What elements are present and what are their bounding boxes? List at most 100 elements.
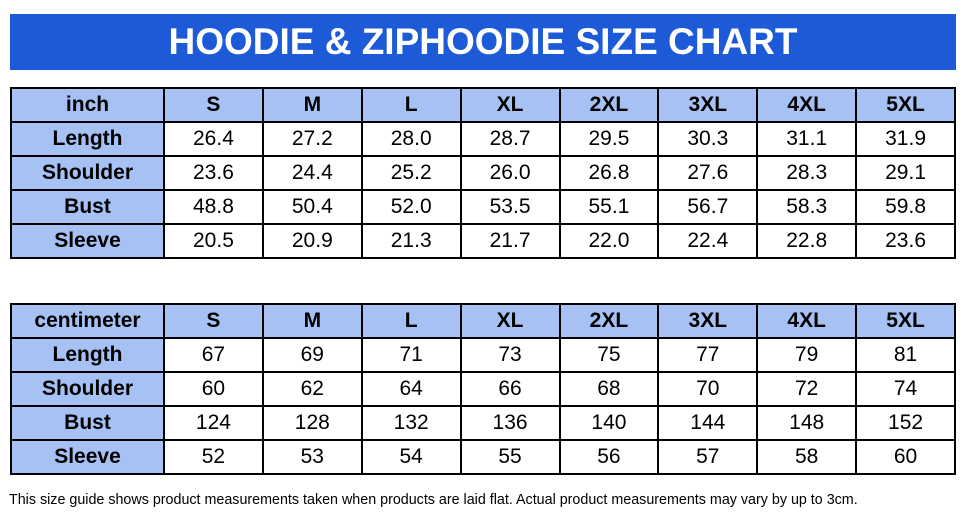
cell: 64 [360, 371, 462, 407]
cell: 22.0 [558, 223, 660, 259]
cell: 50.4 [261, 189, 363, 225]
cell: 21.7 [459, 223, 561, 259]
data-row: Bust 48.8 50.4 52.0 53.5 55.1 56.7 58.3 59.8 [10, 189, 956, 225]
size-table: centimeter S M L XL 2XL 3XL 4XL 5XL Length 67 69 71 7… [10, 303, 956, 475]
data-row: Sleeve 20.5 20.9 21.3 21.7 22.0 22.4 22.8 23.6 [10, 223, 956, 259]
cell: 48.8 [163, 189, 264, 225]
cell: 55.1 [558, 189, 660, 225]
column-header: M [261, 303, 363, 339]
cell: 59.8 [855, 189, 956, 225]
cell: 60 [163, 371, 264, 407]
cell: 152 [855, 405, 956, 441]
data-row: Length 26.4 27.2 28.0 28.7 29.5 30.3 31.1 31.9 [10, 121, 956, 157]
cell: 124 [163, 405, 264, 441]
data-row: Sleeve 52 53 54 55 56 57 58 60 [10, 439, 956, 475]
cell: 72 [756, 371, 858, 407]
column-header: XL [459, 87, 561, 123]
column-header: S [163, 303, 264, 339]
column-header: 3XL [657, 87, 759, 123]
data-row: Bust 124 128 132 136 140 144 148 152 [10, 405, 956, 441]
footnote: This size guide shows product measuremen… [9, 492, 858, 508]
cell: 20.9 [261, 223, 363, 259]
column-header: M [261, 87, 363, 123]
cell: 21.3 [360, 223, 462, 259]
column-header: XL [459, 303, 561, 339]
header-row: inch S M L XL 2XL 3XL 4XL 5XL [10, 87, 956, 123]
column-header: L [360, 303, 462, 339]
data-row: Length 67 69 71 73 75 77 79 81 [10, 337, 956, 373]
cell: 69 [261, 337, 363, 373]
data-row: Shoulder 60 62 64 66 68 70 72 74 [10, 371, 956, 407]
column-header: 4XL [756, 303, 858, 339]
cell: 31.9 [855, 121, 956, 157]
size-table: inch S M L XL 2XL 3XL 4XL 5XL Length 26.4 27.2 28.0 2… [10, 87, 956, 259]
column-header: 5XL [855, 303, 956, 339]
row-header: Length [10, 121, 165, 157]
cell: 58 [756, 439, 858, 475]
cell: 77 [657, 337, 759, 373]
cell: 71 [360, 337, 462, 373]
cell: 148 [756, 405, 858, 441]
cell: 67 [163, 337, 264, 373]
cell: 66 [459, 371, 561, 407]
cell: 55 [459, 439, 561, 475]
column-header: 2XL [558, 87, 660, 123]
row-header: Shoulder [10, 371, 165, 407]
row-header: Sleeve [10, 439, 165, 475]
cell: 27.2 [261, 121, 363, 157]
cell: 52.0 [360, 189, 462, 225]
row-header: Bust [10, 189, 165, 225]
cell: 25.2 [360, 155, 462, 191]
row-header: Sleeve [10, 223, 165, 259]
cell: 70 [657, 371, 759, 407]
cell: 79 [756, 337, 858, 373]
title: HOODIE & ZIPHOODIE SIZE CHART [10, 14, 956, 70]
row-header: Shoulder [10, 155, 165, 191]
cell: 132 [360, 405, 462, 441]
column-header: 4XL [756, 87, 858, 123]
cell: 28.0 [360, 121, 462, 157]
column-header: 5XL [855, 87, 956, 123]
row-header: Length [10, 337, 165, 373]
cell: 28.3 [756, 155, 858, 191]
cell: 68 [558, 371, 660, 407]
column-header: inch [10, 87, 165, 123]
cell: 57 [657, 439, 759, 475]
cell: 26.0 [459, 155, 561, 191]
cell: 128 [261, 405, 363, 441]
cell: 20.5 [163, 223, 264, 259]
cell: 62 [261, 371, 363, 407]
cell: 56.7 [657, 189, 759, 225]
cell: 24.4 [261, 155, 363, 191]
column-header: 3XL [657, 303, 759, 339]
cell: 30.3 [657, 121, 759, 157]
cell: 75 [558, 337, 660, 373]
cell: 53.5 [459, 189, 561, 225]
cell: 26.8 [558, 155, 660, 191]
cell: 136 [459, 405, 561, 441]
column-header: L [360, 87, 462, 123]
column-header: centimeter [10, 303, 165, 339]
cell: 23.6 [855, 223, 956, 259]
cell: 31.1 [756, 121, 858, 157]
cell: 52 [163, 439, 264, 475]
cell: 29.1 [855, 155, 956, 191]
data-row: Shoulder 23.6 24.4 25.2 26.0 26.8 27.6 28.3 29.1 [10, 155, 956, 191]
column-header: S [163, 87, 264, 123]
row-header: Bust [10, 405, 165, 441]
column-header: 2XL [558, 303, 660, 339]
cell: 28.7 [459, 121, 561, 157]
cell: 144 [657, 405, 759, 441]
cell: 53 [261, 439, 363, 475]
cell: 27.6 [657, 155, 759, 191]
cell: 54 [360, 439, 462, 475]
cell: 29.5 [558, 121, 660, 157]
header-row: centimeter S M L XL 2XL 3XL 4XL 5XL [10, 303, 956, 339]
cell: 81 [855, 337, 956, 373]
cell: 56 [558, 439, 660, 475]
cell: 60 [855, 439, 956, 475]
cell: 22.8 [756, 223, 858, 259]
cell: 26.4 [163, 121, 264, 157]
cell: 23.6 [163, 155, 264, 191]
